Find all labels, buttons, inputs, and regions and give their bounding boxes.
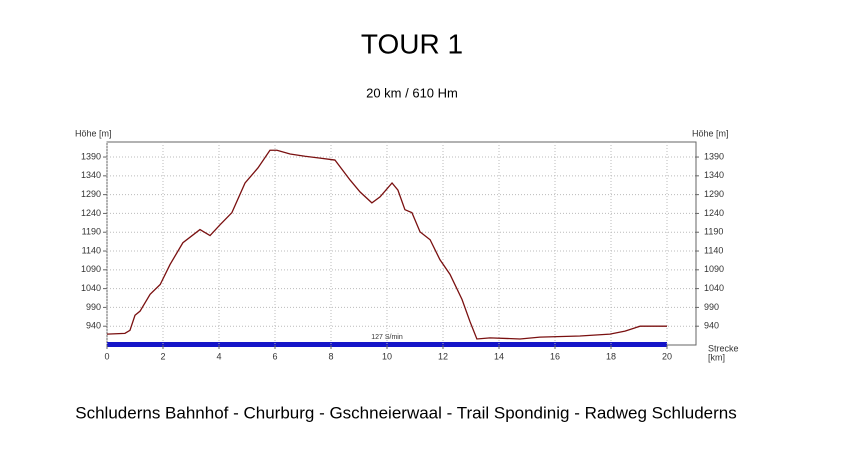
- y-tick-label: 1290: [81, 189, 101, 199]
- y-tick-label: 1090: [81, 264, 101, 274]
- x-tick-label: 12: [438, 351, 448, 361]
- elevation-line: [106, 149, 667, 340]
- x-tick-label: 16: [550, 351, 560, 361]
- y2-tick-label: 1390: [704, 151, 724, 161]
- y2-tick-label: 1040: [704, 283, 724, 293]
- y2-tick-label: 1190: [704, 227, 723, 237]
- x-tick-label: 10: [382, 351, 392, 361]
- y2-tick-label: 1340: [704, 170, 724, 180]
- y-tick-label: 1190: [82, 227, 101, 237]
- y2-axis-label: Höhe [m]: [692, 128, 729, 138]
- y-tick-label: 990: [86, 302, 101, 312]
- y-tick-label: 1240: [81, 208, 101, 218]
- plot-frame: [106, 141, 697, 346]
- x-tick-label: 14: [494, 351, 504, 361]
- y2-tick-label: 1140: [704, 245, 723, 255]
- cadence-bar: [107, 342, 667, 347]
- y-axis-label: Höhe [m]: [75, 128, 112, 138]
- y-tick-label: 940: [86, 321, 101, 331]
- x-axis-label: Strecke: [708, 343, 739, 353]
- y2-tick-label: 1090: [704, 264, 724, 274]
- y-tick-label: 1040: [81, 283, 101, 293]
- chart-title: TOUR 1: [361, 28, 463, 59]
- y-tick-label: 1140: [82, 245, 101, 255]
- x-tick-label: 18: [606, 351, 616, 361]
- x-tick-label: 6: [272, 351, 277, 361]
- y-tick-label: 1340: [81, 170, 101, 180]
- x-tick-label: 4: [216, 351, 221, 361]
- x-axis-label: [km]: [708, 352, 725, 362]
- chart-subtitle: 20 km / 610 Hm: [366, 85, 458, 100]
- caption: Schluderns Bahnhof - Churburg - Gschneie…: [75, 403, 736, 422]
- y-tick-label: 1390: [81, 151, 101, 161]
- y2-tick-label: 940: [704, 321, 719, 331]
- y2-tick-label: 1290: [704, 189, 724, 199]
- y2-tick-label: 1240: [704, 208, 724, 218]
- x-tick-label: 8: [328, 351, 333, 361]
- x-tick-label: 20: [662, 351, 672, 361]
- x-tick-label: 2: [160, 351, 165, 361]
- x-tick-label: 0: [104, 351, 109, 361]
- y2-tick-label: 990: [704, 302, 719, 312]
